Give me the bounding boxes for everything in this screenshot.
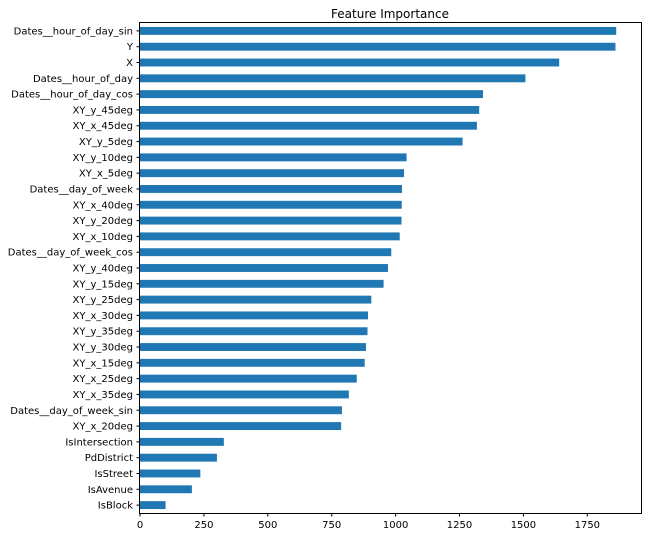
y-tick-label: XY_y_35deg <box>73 327 133 338</box>
bar-XY_y_15deg <box>140 279 384 288</box>
y-tick-label: Dates__day_of_week_sin <box>10 406 133 417</box>
bar-XY_x_20deg <box>140 422 342 431</box>
x-tick-label: 500 <box>258 520 277 531</box>
bar-XY_x_45deg <box>140 121 477 130</box>
bar-IsAvenue <box>140 485 192 494</box>
bar-XY_x_15deg <box>140 358 365 367</box>
y-tick-label: XY_y_5deg <box>79 137 133 148</box>
y-tick-label: XY_x_5deg <box>79 169 133 180</box>
y-tick-label: XY_x_20deg <box>73 422 133 433</box>
bar-XY_x_25deg <box>140 374 357 383</box>
bar-Dates__hour_of_day_cos <box>140 90 484 99</box>
x-ticks: 0 250 500 750 1000 1250 1500 1750 <box>137 513 600 531</box>
y-tick-label: XY_y_45deg <box>73 105 133 116</box>
y-tick-label: XY_x_15deg <box>73 358 133 369</box>
y-tick-label: XY_x_30deg <box>73 311 133 322</box>
y-tick-label: PdDistrict <box>85 453 133 464</box>
y-tick-label: XY_x_35deg <box>73 390 133 401</box>
bar-Dates__hour_of_day <box>140 74 526 83</box>
bar-XY_y_45deg <box>140 105 480 114</box>
y-tick-label: Dates__hour_of_day <box>33 74 133 85</box>
bar-XY_x_10deg <box>140 232 400 241</box>
bar-XY_x_30deg <box>140 311 369 320</box>
plot-frame <box>139 22 642 514</box>
bar-IsBlock <box>140 501 166 510</box>
bar-XY_y_5deg <box>140 137 463 146</box>
y-tick-labels: Dates__hour_of_day_sin YX Dates__hour_of_d… <box>8 26 140 512</box>
x-tick-label: 1000 <box>383 520 408 531</box>
y-tick-label: XY_y_15deg <box>73 279 133 290</box>
bar-XY_y_20deg <box>140 216 402 225</box>
bar-XY_x_5deg <box>140 169 405 178</box>
bar-XY_y_25deg <box>140 295 372 304</box>
x-tick-label: 750 <box>322 520 341 531</box>
chart-title: Feature Importance <box>331 7 449 21</box>
y-tick-label: Dates__day_of_week <box>30 184 134 195</box>
y-tick-label: Dates__hour_of_day_sin <box>14 26 133 37</box>
bar-XY_y_35deg <box>140 327 368 336</box>
y-tick-label: XY_x_40deg <box>73 200 133 211</box>
bar-X <box>140 58 560 67</box>
bar-Dates__day_of_week <box>140 185 403 193</box>
bar-Dates__day_of_week_cos <box>140 248 392 257</box>
bar-XY_x_35deg <box>140 390 349 399</box>
y-tick-label: XY_y_20deg <box>73 216 133 227</box>
y-tick-label: XY_y_25deg <box>73 295 133 306</box>
y-tick-label: XY_y_30deg <box>73 343 133 354</box>
y-tick-label: XY_x_25deg <box>73 374 133 385</box>
y-tick-label: XY_y_10deg <box>73 153 133 164</box>
bar-XY_y_40deg <box>140 264 388 272</box>
bar-XY_y_10deg <box>140 153 407 162</box>
bar-PdDistrict <box>140 453 217 462</box>
y-tick-label: IsStreet <box>94 469 133 480</box>
y-tick-label: XY_x_45deg <box>73 121 133 132</box>
x-tick-label: 250 <box>194 520 213 531</box>
bar-XY_y_30deg <box>140 343 366 351</box>
bar-Dates__hour_of_day_sin <box>140 26 617 35</box>
x-tick-label: 1250 <box>447 520 472 531</box>
y-tick-label: Y <box>126 42 134 53</box>
y-tick-label: IsIntersection <box>65 437 133 448</box>
y-tick-label: XY_y_40deg <box>73 264 133 275</box>
bar-IsStreet <box>140 469 201 478</box>
bar-Dates__day_of_week_sin <box>140 406 342 415</box>
y-tick-label: IsBlock <box>98 501 133 512</box>
y-tick-label: XY_x_10deg <box>73 232 133 243</box>
y-tick-label: IsAvenue <box>88 485 133 496</box>
y-tick-label: X <box>126 58 133 69</box>
y-tick-label: Dates__day_of_week_cos <box>8 248 133 259</box>
bars-group <box>140 26 617 510</box>
x-tick-label: 1500 <box>511 520 536 531</box>
bar-XY_x_40deg <box>140 200 402 209</box>
y-tick-label: Dates__hour_of_day_cos <box>11 90 133 101</box>
x-tick-label: 1750 <box>575 520 600 531</box>
x-tick-label: 0 <box>137 520 143 531</box>
bar-Y <box>140 42 616 51</box>
bar-IsIntersection <box>140 437 224 446</box>
